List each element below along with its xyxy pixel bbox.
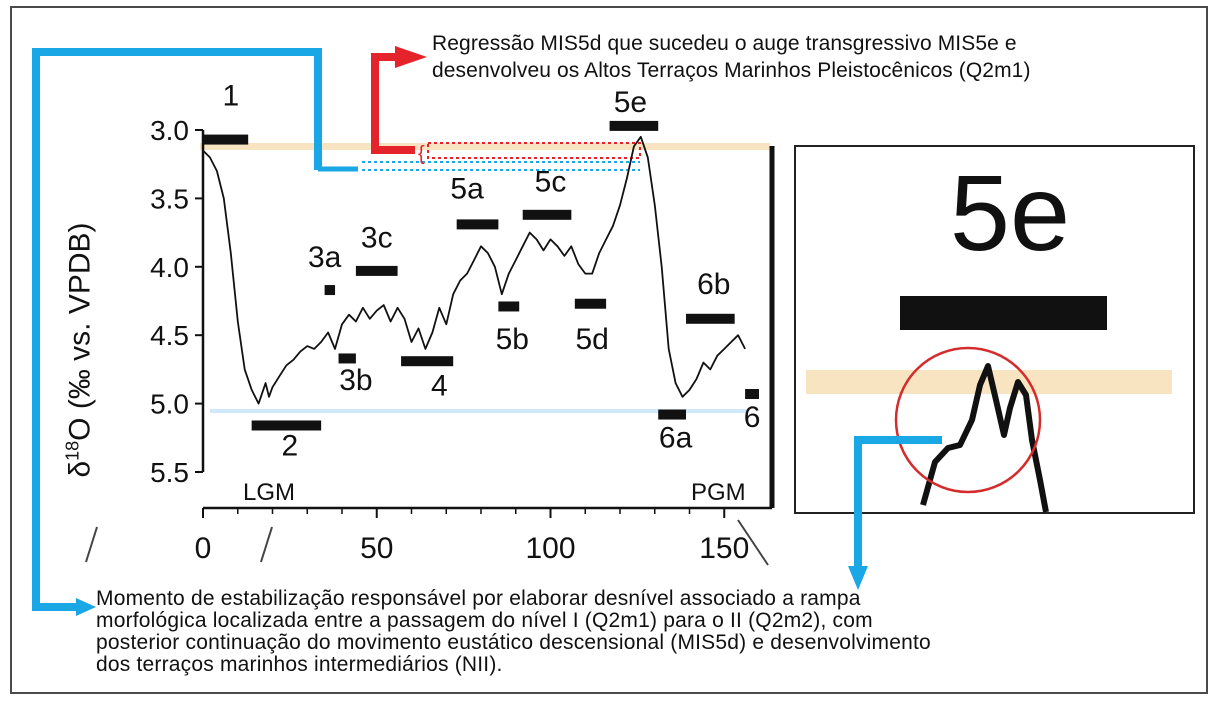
blue-arrowhead-right xyxy=(76,598,96,616)
stage-label-3a: 3a xyxy=(308,241,342,274)
axis-break-mark-1 xyxy=(85,526,98,563)
stage-label-6: 6 xyxy=(744,401,761,434)
stage-label-5c: 5c xyxy=(535,166,567,199)
figure-decorations: { LGM PGM 5e xyxy=(32,46,1195,616)
stage-label-3b: 3b xyxy=(339,364,372,397)
stage-bar xyxy=(355,265,398,276)
caption-top: Regressão MIS5d que sucedeu o auge trans… xyxy=(432,30,1031,84)
x-tick-label: 100 xyxy=(525,532,575,565)
stage-bar xyxy=(522,209,572,220)
stage-label-3c: 3c xyxy=(361,222,393,255)
red-arrowhead xyxy=(395,46,427,68)
inset-highlight-circle xyxy=(894,346,1042,494)
chart-axes: 3.0 3.5 4.0 4.5 5.0 5.5 0 50 100 150 xyxy=(150,115,772,565)
inset-5e-bar xyxy=(900,296,1107,330)
y-tick-label: 5.5 xyxy=(150,457,189,488)
stage-label-5d: 5d xyxy=(576,323,609,356)
y-tick-label: 5.0 xyxy=(150,389,189,420)
red-bracket-arrow xyxy=(371,53,415,154)
axis-break-mark-2 xyxy=(260,526,273,563)
series-line-delta18o xyxy=(202,135,746,405)
chart-series xyxy=(202,135,746,405)
stage-bar xyxy=(324,285,336,296)
stage-bar xyxy=(498,301,520,312)
caption-bottom-line-4: dos terraços marinhos intermediários (NI… xyxy=(96,653,503,676)
red-brace: { xyxy=(418,143,425,165)
stage-bar xyxy=(251,420,322,431)
y-tick-label: 4.5 xyxy=(150,320,189,351)
stage-label-5b: 5b xyxy=(496,323,529,356)
caption-bottom-line-2: morfológica localizada entre a passagem … xyxy=(96,609,873,632)
x-tick-label: 150 xyxy=(699,532,749,565)
stage-bar xyxy=(456,219,499,230)
stage-label-5a: 5a xyxy=(450,172,484,205)
caption-bottom-line-1: Momento de estabilização responsável por… xyxy=(96,587,861,610)
red-dotted-box xyxy=(427,142,641,159)
stage-label-5e: 5e xyxy=(614,86,647,119)
caption-bottom: Momento de estabilização responsável por… xyxy=(96,588,931,676)
blue-arrowhead-down xyxy=(848,566,868,590)
y-tick-label: 3.5 xyxy=(150,183,189,214)
x-tick-label: 50 xyxy=(360,532,393,565)
axis-break-mark-3 xyxy=(737,519,769,566)
stage-bar xyxy=(574,298,607,309)
stage-label-4: 4 xyxy=(431,369,448,402)
x-tick-label: 0 xyxy=(195,532,212,565)
stage-label-6b: 6b xyxy=(697,268,730,301)
figure-frame xyxy=(10,6,1208,694)
caption-top-line-1: Regressão MIS5d que sucedeu o auge trans… xyxy=(432,32,1017,55)
y-tick-label: 3.0 xyxy=(150,115,189,146)
chart-stage-markers: 1 2 3a 3b 3c 4 5a 5b 5c 5d 5e 6a 6b 6 xyxy=(203,79,761,463)
stage-bar xyxy=(338,353,356,364)
inset-peak-curve xyxy=(920,363,1049,513)
stage-bar xyxy=(609,120,659,131)
caption-top-line-2: desenvolveu os Altos Terraços Marinhos P… xyxy=(432,59,1031,82)
stage-label-1: 1 xyxy=(222,79,239,112)
pgm-annotation: PGM xyxy=(691,479,746,506)
lgm-annotation: LGM xyxy=(243,479,295,506)
stage-bar xyxy=(203,134,249,145)
stage-bar xyxy=(658,409,687,420)
stage-label-6a: 6a xyxy=(659,421,693,454)
y-tick-label: 4.0 xyxy=(150,252,189,283)
highstand-band xyxy=(200,143,770,150)
blue-bracket-arrow-inset xyxy=(854,436,942,568)
stage-bar xyxy=(401,356,454,367)
inset-zoom: 5e xyxy=(794,145,1195,590)
inset-5e-label: 5e xyxy=(950,152,1070,273)
stage-label-2: 2 xyxy=(282,430,299,463)
blue-bracket-arrow-left xyxy=(32,48,322,611)
stage-bar xyxy=(686,313,735,324)
caption-bottom-line-3: posterior continuação do movimento eustá… xyxy=(96,631,931,654)
stage-bar xyxy=(745,389,759,400)
